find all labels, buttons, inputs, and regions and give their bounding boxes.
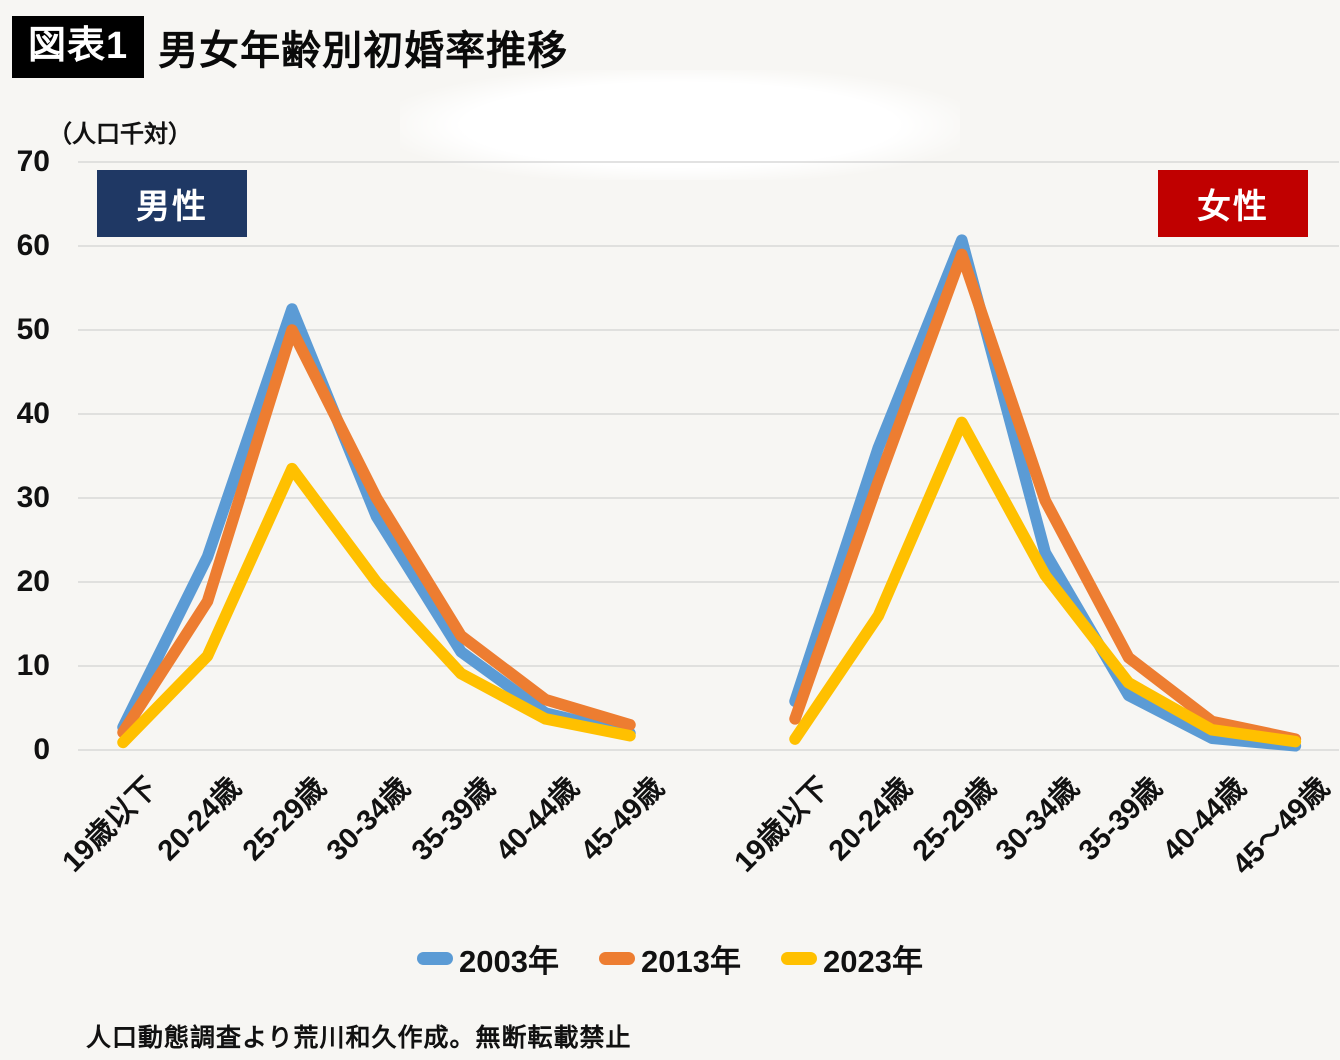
series-line-女性-2013年 xyxy=(789,248,1302,745)
legend-item: 2023年 xyxy=(780,936,923,981)
legend-swatch xyxy=(599,952,636,965)
y-tick-label: 40 xyxy=(16,397,50,430)
chart-header: 図表1 男女年齢別初婚率推移 xyxy=(12,16,568,78)
series-line-女性-2023年 xyxy=(789,416,1302,748)
y-axis-unit-label: （人口千対） xyxy=(48,121,192,148)
series-line-男性-2023年 xyxy=(117,462,636,749)
legend-swatch xyxy=(780,952,817,965)
y-tick-label: 50 xyxy=(16,313,50,346)
series-line-女性-2003年 xyxy=(789,234,1302,752)
y-tick-label: 70 xyxy=(16,145,50,178)
legend: 2003年 2013年 2023年 xyxy=(0,936,1340,981)
y-tick-label: 20 xyxy=(16,565,50,598)
legend-label: 2023年 xyxy=(822,944,923,979)
page-title: 男女年齢別初婚率推移 xyxy=(158,28,569,73)
legend-label: 2003年 xyxy=(459,944,560,979)
series-line-男性-2013年 xyxy=(117,324,636,739)
women-panel-label: 女性 xyxy=(1158,170,1308,237)
legend-swatch xyxy=(417,952,454,965)
y-tick-label: 60 xyxy=(16,229,50,262)
y-tick-label: 0 xyxy=(33,733,50,766)
men-panel-label: 男性 xyxy=(97,170,247,237)
figure-badge: 図表1 xyxy=(12,16,145,78)
y-tick-label: 10 xyxy=(16,649,50,682)
legend-label: 2013年 xyxy=(641,944,741,979)
legend-item: 2013年 xyxy=(599,936,741,981)
y-tick-label: 30 xyxy=(16,481,50,514)
source-note: 人口動態調査より荒川和久作成。無断転載禁止 xyxy=(86,1024,632,1052)
legend-item: 2003年 xyxy=(417,936,559,981)
